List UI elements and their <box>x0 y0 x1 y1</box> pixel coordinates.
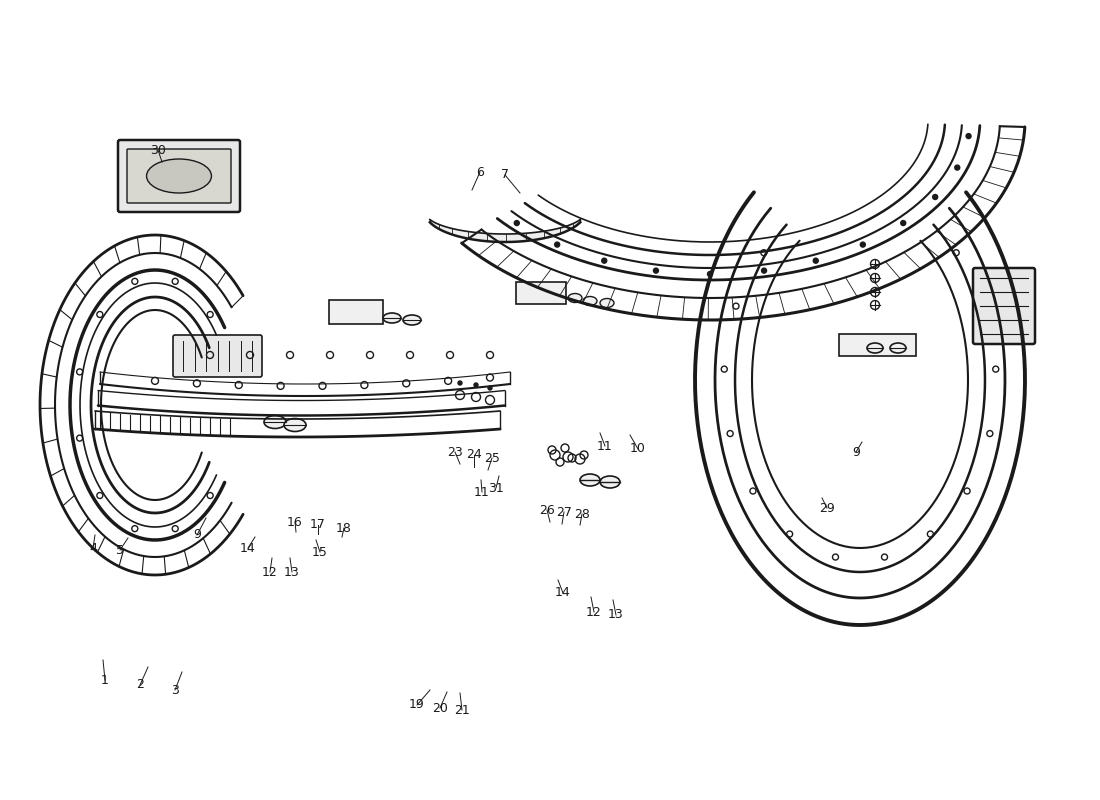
Text: 26: 26 <box>539 503 554 517</box>
Circle shape <box>813 258 818 263</box>
Ellipse shape <box>383 313 402 323</box>
Text: 13: 13 <box>284 566 300 578</box>
Ellipse shape <box>583 297 597 306</box>
Circle shape <box>515 221 519 226</box>
Text: 7: 7 <box>500 169 509 182</box>
FancyBboxPatch shape <box>516 282 566 304</box>
Circle shape <box>955 165 960 170</box>
FancyBboxPatch shape <box>329 300 383 324</box>
Ellipse shape <box>867 343 883 353</box>
FancyBboxPatch shape <box>173 335 262 377</box>
FancyBboxPatch shape <box>839 334 916 356</box>
Text: 25: 25 <box>484 451 499 465</box>
Circle shape <box>933 194 937 199</box>
Text: 14: 14 <box>556 586 571 599</box>
Text: 5: 5 <box>116 543 124 557</box>
Text: 21: 21 <box>454 703 470 717</box>
Text: 14: 14 <box>240 542 256 554</box>
Ellipse shape <box>284 418 306 431</box>
Text: 20: 20 <box>432 702 448 714</box>
Ellipse shape <box>600 476 620 488</box>
Ellipse shape <box>146 159 211 193</box>
Circle shape <box>602 258 607 263</box>
Circle shape <box>966 134 971 138</box>
Circle shape <box>653 268 659 273</box>
Text: 12: 12 <box>586 606 602 618</box>
Text: 18: 18 <box>337 522 352 534</box>
Ellipse shape <box>264 415 286 429</box>
FancyBboxPatch shape <box>974 268 1035 344</box>
Text: 17: 17 <box>310 518 326 531</box>
FancyBboxPatch shape <box>118 140 240 212</box>
Ellipse shape <box>890 343 906 353</box>
Text: 31: 31 <box>488 482 504 494</box>
Circle shape <box>707 271 713 277</box>
Text: 30: 30 <box>150 143 166 157</box>
Circle shape <box>860 242 866 247</box>
Text: 12: 12 <box>262 566 278 578</box>
FancyBboxPatch shape <box>126 149 231 203</box>
Ellipse shape <box>580 474 600 486</box>
Text: 19: 19 <box>409 698 425 711</box>
Circle shape <box>474 383 478 387</box>
Text: 27: 27 <box>557 506 572 518</box>
Text: 3: 3 <box>172 683 179 697</box>
Ellipse shape <box>568 294 582 302</box>
Text: 16: 16 <box>287 515 303 529</box>
Text: 13: 13 <box>608 609 624 622</box>
Ellipse shape <box>403 315 421 325</box>
Text: 9: 9 <box>194 529 201 542</box>
Circle shape <box>901 221 905 226</box>
Circle shape <box>458 381 462 385</box>
Text: 15: 15 <box>312 546 328 558</box>
Circle shape <box>488 386 492 390</box>
Ellipse shape <box>600 298 614 307</box>
Circle shape <box>554 242 560 247</box>
Text: 6: 6 <box>476 166 484 178</box>
Text: 11: 11 <box>474 486 490 498</box>
Circle shape <box>761 268 767 273</box>
Text: 2: 2 <box>136 678 144 691</box>
Text: 9: 9 <box>852 446 860 458</box>
Text: 23: 23 <box>447 446 463 458</box>
Text: 28: 28 <box>574 507 590 521</box>
Text: 4: 4 <box>89 542 97 554</box>
Text: 24: 24 <box>466 449 482 462</box>
Text: 10: 10 <box>630 442 646 455</box>
Text: 11: 11 <box>597 439 613 453</box>
Text: 1: 1 <box>101 674 109 686</box>
Text: 29: 29 <box>820 502 835 514</box>
